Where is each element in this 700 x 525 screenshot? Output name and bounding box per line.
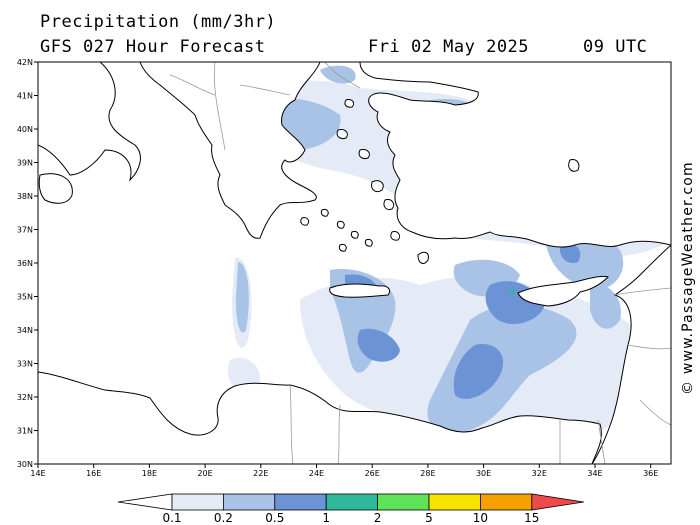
- precip-legend: 0.1 0.2 0.5 1 2 5 10 15: [117, 493, 584, 525]
- legend-arrow-left: [117, 493, 173, 511]
- rhodes-land: [417, 251, 429, 264]
- legend-swatch: [325, 493, 379, 511]
- lat-tick-label: 37N: [17, 226, 33, 235]
- cyprus-land: [517, 275, 609, 307]
- lat-tick-label: 41N: [17, 92, 33, 101]
- lon-tick-label: 34E: [587, 469, 602, 478]
- forecast-subtitle: GFS 027 Hour Forecast: [40, 37, 266, 57]
- longitude-axis: 14E 16E 18E 20E 22E 24E 26E 28E 30E 32E 34E 36E: [30, 464, 658, 478]
- lat-tick-label: 35N: [17, 293, 33, 302]
- lat-tick-label: 42N: [17, 58, 33, 67]
- lat-tick-label: 30N: [17, 460, 33, 469]
- lat-tick-label: 33N: [17, 360, 33, 369]
- legend-swatch: [377, 493, 430, 511]
- legend-label: 15: [524, 511, 539, 525]
- sicily-land: [38, 173, 73, 204]
- north-africa-land: [38, 371, 602, 464]
- latitude-axis: 42N 41N 40N 39N 38N 37N 36N 35N 34N 33N 32N 31N 30N: [17, 58, 38, 469]
- lon-tick-label: 14E: [30, 469, 45, 478]
- legend-swatch: [171, 493, 224, 511]
- lat-tick-label: 31N: [17, 427, 33, 436]
- italy-land: [38, 62, 141, 182]
- coastlines: [38, 62, 671, 464]
- forecast-time: 09 UTC: [583, 37, 648, 57]
- legend-label: 0.1: [162, 511, 181, 525]
- country-borders: [169, 62, 671, 464]
- map-title: Precipitation (mm/3hr): [40, 12, 277, 32]
- lon-tick-label: 16E: [86, 469, 101, 478]
- legend-label: 0.2: [214, 511, 233, 525]
- lat-tick-label: 32N: [17, 393, 33, 402]
- legend-swatch: [479, 493, 533, 511]
- map-area: [38, 62, 671, 464]
- lon-tick-label: 30E: [476, 469, 491, 478]
- legend-label: 0.5: [265, 511, 284, 525]
- legend-swatch: [428, 493, 481, 511]
- lon-tick-label: 20E: [197, 469, 212, 478]
- levant-land: [591, 244, 671, 464]
- lon-tick-label: 28E: [420, 469, 435, 478]
- lat-tick-label: 36N: [17, 259, 33, 268]
- lat-tick-label: 39N: [17, 159, 33, 168]
- forecast-date: Fri 02 May 2025: [368, 37, 530, 57]
- legend-label: 1: [322, 511, 330, 525]
- legend-label: 2: [374, 511, 382, 525]
- lon-tick-label: 32E: [532, 469, 547, 478]
- turkey-land: [359, 62, 671, 248]
- legend-swatch: [274, 493, 327, 511]
- lon-tick-label: 24E: [309, 469, 324, 478]
- legend-swatch: [222, 493, 276, 511]
- legend-label: 5: [425, 511, 433, 525]
- crete-land: [329, 283, 391, 298]
- lon-tick-label: 36E: [643, 469, 658, 478]
- aegean-islands: [300, 99, 580, 252]
- legend-arrow-right: [531, 493, 584, 511]
- lon-tick-label: 18E: [142, 469, 157, 478]
- greece-land: [139, 62, 321, 239]
- lat-tick-label: 34N: [17, 326, 33, 335]
- legend-label: 10: [473, 511, 488, 525]
- lon-tick-label: 26E: [365, 469, 380, 478]
- lat-tick-label: 40N: [17, 125, 33, 134]
- lat-tick-label: 38N: [17, 192, 33, 201]
- credit-text: © www.PassageWeather.com: [680, 161, 696, 395]
- lon-tick-label: 22E: [253, 469, 268, 478]
